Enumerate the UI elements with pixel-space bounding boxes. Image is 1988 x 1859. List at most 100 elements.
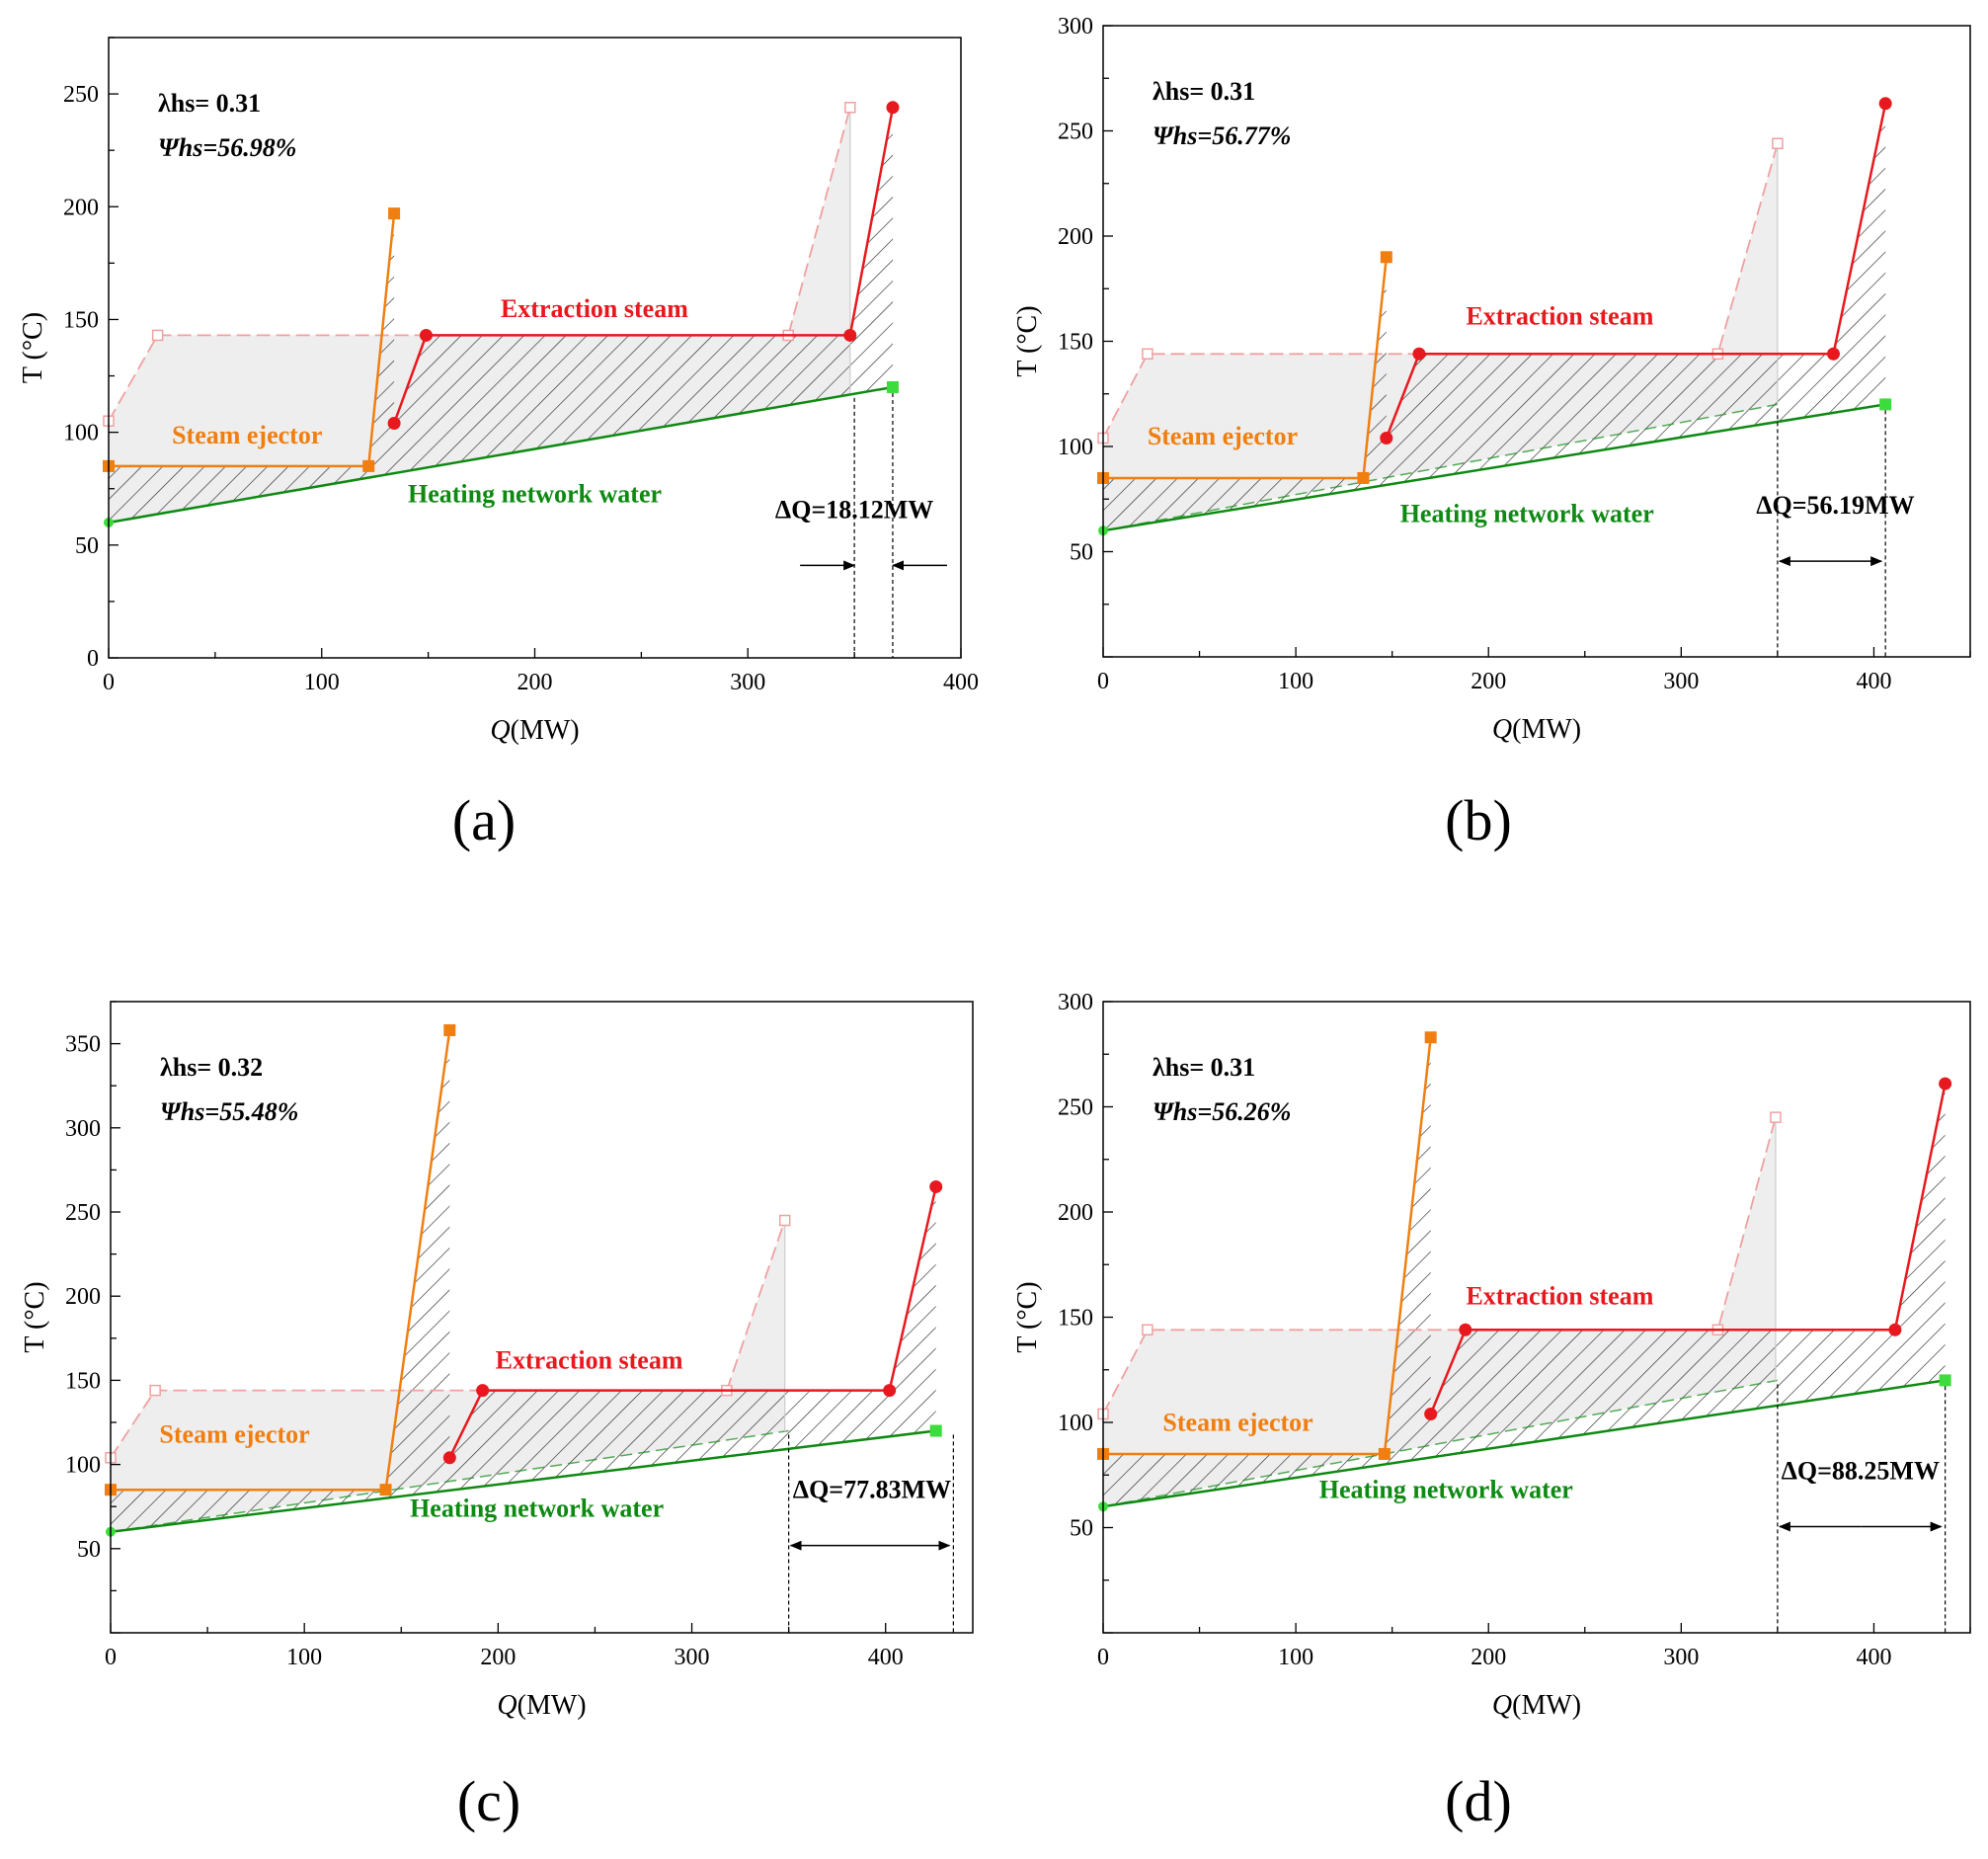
network-water-marker bbox=[1939, 1374, 1951, 1387]
reference-marker bbox=[1770, 1111, 1782, 1123]
x-tick-label: 200 bbox=[1471, 669, 1506, 694]
x-tick-label: 300 bbox=[730, 670, 765, 695]
x-tick-label: 400 bbox=[1856, 1645, 1891, 1670]
x-tick-label: 0 bbox=[1097, 1645, 1109, 1670]
x-axis-title-symbol: Q bbox=[497, 1690, 517, 1721]
network-water-label: Heating network water bbox=[408, 479, 662, 508]
panel-label: (c) bbox=[457, 1769, 520, 1833]
chart-panel-c: ΔQ=77.83MW Steam ejector Extraction steam H… bbox=[20, 1001, 974, 1833]
x-axis-title: Q(MW) bbox=[1492, 714, 1581, 745]
psi-annotation: Ψhs=56.77% bbox=[1153, 121, 1291, 150]
chart-panel-b: ΔQ=56.19MW Steam ejector Extraction steam H… bbox=[1012, 14, 1971, 852]
y-tick-label: 250 bbox=[63, 82, 99, 108]
steam-ejector-marker bbox=[1380, 251, 1392, 264]
x-tick-label: 0 bbox=[103, 670, 115, 695]
extraction-steam-marker bbox=[387, 417, 401, 431]
extraction-steam-marker bbox=[419, 328, 433, 342]
y-tick-label: 100 bbox=[65, 1453, 101, 1479]
y-tick-label: 50 bbox=[75, 533, 99, 559]
x-tick-label: 300 bbox=[1663, 669, 1699, 694]
extraction-steam-marker bbox=[1424, 1407, 1438, 1420]
y-tick-label: 200 bbox=[63, 195, 99, 220]
y-tick-label: 350 bbox=[65, 1032, 101, 1058]
panel-label: (d) bbox=[1445, 1769, 1512, 1833]
y-tick-label: 300 bbox=[65, 1116, 101, 1142]
chart-panel-a: ΔQ=18.12MW Steam ejector Extraction steam H… bbox=[18, 37, 979, 852]
steam-ejector-marker bbox=[388, 207, 401, 220]
extraction-steam-marker bbox=[1459, 1323, 1472, 1336]
x-tick-label: 300 bbox=[1663, 1645, 1699, 1670]
reference-marker bbox=[1142, 1324, 1153, 1336]
reference-marker bbox=[844, 102, 856, 114]
y-axis-title: T (°C) bbox=[18, 312, 48, 383]
reference-steam-line bbox=[110, 1220, 786, 1459]
extraction-steam-marker bbox=[886, 101, 900, 115]
extraction-steam-marker bbox=[1412, 347, 1426, 361]
x-tick-label: 200 bbox=[1471, 1645, 1506, 1670]
extraction-steam-line bbox=[1385, 103, 1887, 439]
extraction-steam-marker bbox=[929, 1179, 943, 1193]
extraction-steam-marker bbox=[843, 328, 857, 342]
hatched-area-ejector bbox=[109, 213, 395, 523]
x-tick-label: 100 bbox=[1278, 669, 1313, 694]
steam-ejector-label: Steam ejector bbox=[1162, 1409, 1312, 1437]
hatched-area-extraction bbox=[1386, 103, 1886, 485]
network-water-marker bbox=[929, 1424, 942, 1437]
y-axis-title: T (°C) bbox=[20, 1281, 50, 1352]
hatched-area-extraction bbox=[449, 1186, 936, 1491]
y-tick-label: 200 bbox=[1058, 224, 1093, 250]
reference-water-line bbox=[1102, 403, 1779, 531]
extraction-steam-marker bbox=[1939, 1077, 1952, 1091]
y-tick-label: 250 bbox=[1058, 120, 1093, 145]
x-tick-label: 100 bbox=[1278, 1645, 1313, 1670]
y-tick-label: 100 bbox=[63, 421, 99, 446]
steam-ejector-label: Steam ejector bbox=[159, 1419, 309, 1448]
network-water-line bbox=[1102, 403, 1886, 532]
delta-q-label: ΔQ=56.19MW bbox=[1756, 491, 1914, 520]
delta-q-label: ΔQ=88.25MW bbox=[1782, 1457, 1940, 1486]
lambda-annotation: λhs= 0.32 bbox=[160, 1053, 263, 1082]
y-tick-label: 50 bbox=[77, 1537, 101, 1563]
reference-steam-line bbox=[1102, 1116, 1777, 1414]
hatched-area-extraction bbox=[1430, 1084, 1946, 1458]
y-tick-label: 200 bbox=[1058, 1200, 1093, 1226]
steam-ejector-marker bbox=[362, 459, 375, 472]
delta-q-label: ΔQ=77.83MW bbox=[793, 1476, 951, 1504]
y-tick-label: 50 bbox=[1070, 1516, 1093, 1542]
network-water-label: Heating network water bbox=[410, 1494, 664, 1522]
network-water-marker bbox=[886, 380, 899, 393]
reference-marker bbox=[149, 1384, 161, 1397]
reference-marker bbox=[778, 1214, 791, 1227]
chart-panel-d: ΔQ=88.25MW Steam ejector Extraction steam H… bbox=[1012, 990, 1971, 1833]
y-tick-label: 150 bbox=[1058, 1306, 1093, 1332]
lambda-annotation: λhs= 0.31 bbox=[158, 89, 261, 118]
x-axis-title: Q(MW) bbox=[490, 715, 579, 746]
extraction-steam-line bbox=[448, 1186, 937, 1459]
extraction-steam-marker bbox=[476, 1384, 490, 1398]
extraction-steam-label: Extraction steam bbox=[501, 294, 688, 323]
lambda-annotation: λhs= 0.31 bbox=[1153, 77, 1255, 106]
y-tick-label: 150 bbox=[65, 1368, 101, 1394]
lambda-annotation: λhs= 0.31 bbox=[1153, 1053, 1255, 1082]
y-tick-label: 100 bbox=[1058, 1411, 1093, 1436]
x-axis-title-unit: (MW) bbox=[511, 715, 580, 746]
psi-annotation: Ψhs=55.48% bbox=[160, 1097, 298, 1126]
panel-label: (b) bbox=[1445, 788, 1512, 852]
x-tick-label: 400 bbox=[868, 1645, 904, 1670]
reference-marker bbox=[1772, 137, 1784, 150]
x-axis-title-unit: (MW) bbox=[1512, 714, 1581, 745]
reference-marker bbox=[1142, 348, 1153, 361]
x-axis-title-unit: (MW) bbox=[517, 1690, 587, 1721]
hatched-area-ejector bbox=[1103, 1037, 1431, 1507]
psi-annotation: Ψhs=56.98% bbox=[158, 133, 296, 162]
x-axis-title-symbol: Q bbox=[1492, 714, 1512, 745]
hatched-area-extraction bbox=[394, 107, 893, 474]
reference-water-line bbox=[1102, 1379, 1779, 1507]
extraction-steam-marker bbox=[1878, 97, 1892, 111]
y-tick-label: 250 bbox=[1058, 1095, 1093, 1121]
x-axis-title: Q(MW) bbox=[1492, 1690, 1581, 1721]
steam-ejector-marker bbox=[379, 1484, 392, 1496]
panel-label: (a) bbox=[452, 788, 516, 852]
delta-q-label: ΔQ=18.12MW bbox=[775, 495, 933, 524]
y-tick-label: 50 bbox=[1070, 540, 1093, 566]
